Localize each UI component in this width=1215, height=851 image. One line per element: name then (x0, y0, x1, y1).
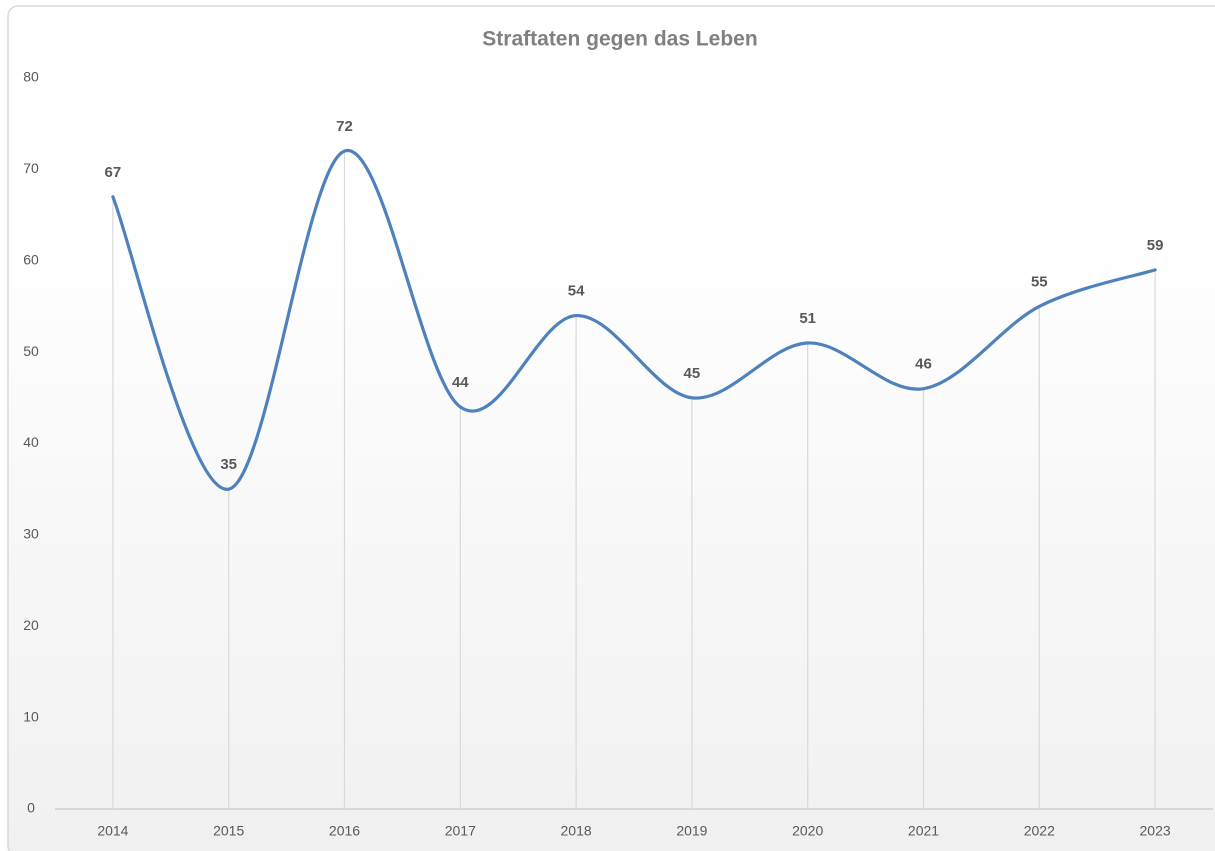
x-tick-label: 2022 (1024, 823, 1055, 839)
y-tick-label: 10 (23, 708, 39, 724)
data-label: 59 (1147, 237, 1164, 254)
y-tick-label: 60 (23, 251, 39, 267)
data-label: 54 (568, 283, 585, 300)
x-tick-label: 2019 (676, 823, 707, 839)
data-label: 72 (336, 118, 353, 135)
chart-frame (7, 5, 1215, 851)
line-series (111, 149, 1157, 491)
data-label: 44 (452, 374, 469, 391)
x-tick-label: 2015 (213, 823, 244, 839)
y-tick-label: 20 (23, 617, 39, 633)
x-tick-label: 2018 (561, 823, 592, 839)
y-tick-label: 80 (23, 69, 39, 85)
x-tick-label: 2014 (97, 823, 128, 839)
y-tick-label: 40 (23, 434, 39, 450)
data-label: 51 (799, 310, 816, 327)
data-label: 67 (105, 164, 122, 181)
x-tick-label: 2016 (329, 823, 360, 839)
x-tick-label: 2021 (908, 823, 939, 839)
x-tick-label: 2017 (445, 823, 476, 839)
data-label: 55 (1031, 273, 1048, 290)
x-tick-label: 2020 (792, 823, 823, 839)
data-label: 35 (220, 456, 237, 473)
y-tick-label: 0 (27, 800, 35, 816)
y-tick-label: 30 (23, 526, 39, 542)
chart-title: Straftaten gegen das Leben (482, 28, 757, 51)
y-tick-label: 50 (23, 343, 39, 359)
x-tick-label: 2023 (1140, 823, 1171, 839)
data-label: 45 (684, 365, 701, 382)
data-label: 46 (915, 356, 932, 373)
y-tick-label: 70 (23, 160, 39, 176)
